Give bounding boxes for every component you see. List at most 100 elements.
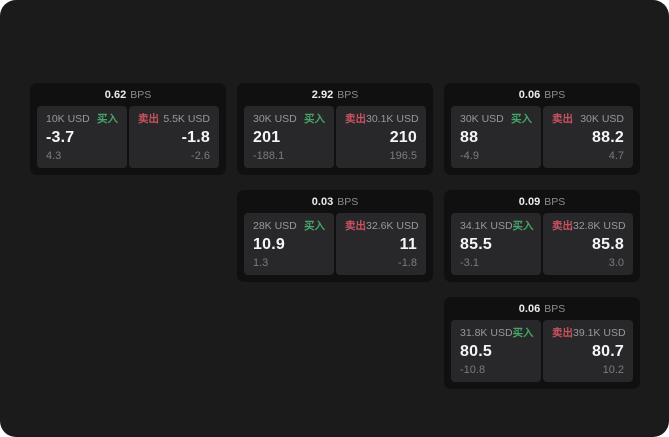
quote-card: 2.92 BPS 30K USD 买入 201 -188.1 卖出 30.1K … — [237, 83, 433, 175]
sell-panel-header: 卖出 30K USD — [552, 113, 624, 126]
buy-change: 1.3 — [253, 257, 269, 269]
buy-panel-header: 10K USD 买入 — [46, 113, 118, 126]
bps-unit: BPS — [544, 302, 566, 315]
sell-panel-header: 卖出 32.6K USD — [345, 220, 419, 233]
quote-card: 0.09 BPS 34.1K USD 买入 85.5 -3.1 卖出 32.8K… — [444, 190, 640, 282]
sell-label: 卖出 — [552, 113, 573, 125]
sell-panel[interactable]: 卖出 30K USD 88.2 4.7 — [543, 106, 633, 168]
quote-card: 0.06 BPS 30K USD 买入 88 -4.9 卖出 30K USD 8… — [444, 83, 640, 175]
quote-cards-grid: 0.62 BPS 10K USD 买入 -3.7 4.3 卖出 5.5K USD… — [30, 83, 640, 389]
buy-panel-header: 30K USD 买入 — [253, 113, 325, 126]
card-header: 0.06 BPS — [444, 83, 640, 106]
buy-change: -188.1 — [253, 150, 285, 162]
card-header: 0.03 BPS — [237, 190, 433, 213]
buy-price: 85.5 — [460, 236, 492, 253]
buy-price: -3.7 — [46, 129, 75, 146]
buy-price: 10.9 — [253, 236, 285, 253]
card-body: 10K USD 买入 -3.7 4.3 卖出 5.5K USD -1.8 -2.… — [30, 106, 226, 175]
buy-panel[interactable]: 34.1K USD 买入 85.5 -3.1 — [451, 213, 541, 275]
sell-amount: 30.1K USD — [366, 113, 419, 125]
sell-amount: 32.6K USD — [366, 220, 419, 232]
buy-amount: 30K USD — [460, 113, 504, 125]
sell-panel[interactable]: 卖出 32.8K USD 85.8 3.0 — [543, 213, 633, 275]
card-header: 0.09 BPS — [444, 190, 640, 213]
sell-label: 卖出 — [552, 220, 573, 232]
sell-change: -2.6 — [191, 150, 210, 162]
sell-change: 10.2 — [602, 364, 624, 376]
sell-amount: 5.5K USD — [163, 113, 210, 125]
sell-label: 卖出 — [552, 327, 573, 339]
buy-price: 201 — [253, 129, 281, 146]
buy-amount: 10K USD — [46, 113, 90, 125]
sell-panel-header: 卖出 39.1K USD — [552, 327, 626, 340]
buy-change: -3.1 — [460, 257, 479, 269]
card-body: 31.8K USD 买入 80.5 -10.8 卖出 39.1K USD 80.… — [444, 320, 640, 389]
buy-label: 买入 — [512, 327, 534, 339]
card-header: 0.06 BPS — [444, 297, 640, 320]
bps-value: 0.06 — [518, 88, 541, 101]
card-body: 28K USD 买入 10.9 1.3 卖出 32.6K USD 11 -1.8 — [237, 213, 433, 282]
buy-amount: 30K USD — [253, 113, 297, 125]
sell-panel[interactable]: 卖出 32.6K USD 11 -1.8 — [336, 213, 426, 275]
sell-panel[interactable]: 卖出 30.1K USD 210 196.5 — [336, 106, 426, 168]
buy-panel-header: 30K USD 买入 — [460, 113, 532, 126]
buy-label: 买入 — [97, 113, 118, 125]
bps-value: 0.06 — [518, 302, 541, 315]
bps-unit: BPS — [337, 88, 359, 101]
sell-panel-header: 卖出 32.8K USD — [552, 220, 626, 233]
sell-label: 卖出 — [345, 113, 366, 125]
sell-price: 80.7 — [592, 343, 624, 360]
buy-panel[interactable]: 30K USD 买入 88 -4.9 — [451, 106, 541, 168]
buy-panel[interactable]: 30K USD 买入 201 -188.1 — [244, 106, 334, 168]
sell-change: -1.8 — [398, 257, 417, 269]
sell-price: 85.8 — [592, 236, 624, 253]
buy-panel[interactable]: 31.8K USD 买入 80.5 -10.8 — [451, 320, 541, 382]
bps-unit: BPS — [130, 88, 152, 101]
buy-amount: 34.1K USD — [460, 220, 513, 232]
sell-change: 4.7 — [608, 150, 624, 162]
sell-price: 11 — [399, 236, 417, 253]
card-header: 2.92 BPS — [237, 83, 433, 106]
sell-change: 3.0 — [608, 257, 624, 269]
buy-panel[interactable]: 28K USD 买入 10.9 1.3 — [244, 213, 334, 275]
buy-change: 4.3 — [46, 150, 62, 162]
buy-price: 80.5 — [460, 343, 492, 360]
quote-card: 0.06 BPS 31.8K USD 买入 80.5 -10.8 卖出 39.1… — [444, 297, 640, 389]
buy-price: 88 — [460, 129, 479, 146]
sell-label: 卖出 — [345, 220, 366, 232]
sell-amount: 30K USD — [580, 113, 624, 125]
buy-change: -4.9 — [460, 150, 479, 162]
sell-amount: 39.1K USD — [573, 327, 626, 339]
sell-panel-header: 卖出 30.1K USD — [345, 113, 419, 126]
bps-value: 0.03 — [311, 195, 334, 208]
buy-label: 买入 — [512, 220, 534, 232]
buy-label: 买入 — [304, 220, 325, 232]
card-body: 34.1K USD 买入 85.5 -3.1 卖出 32.8K USD 85.8… — [444, 213, 640, 282]
buy-panel[interactable]: 10K USD 买入 -3.7 4.3 — [37, 106, 127, 168]
bps-unit: BPS — [337, 195, 359, 208]
sell-price: 210 — [389, 129, 417, 146]
buy-amount: 28K USD — [253, 220, 297, 232]
buy-amount: 31.8K USD — [460, 327, 513, 339]
bps-unit: BPS — [544, 195, 566, 208]
bps-value: 2.92 — [311, 88, 334, 101]
bps-unit: BPS — [544, 88, 566, 101]
sell-price: -1.8 — [181, 129, 210, 146]
buy-panel-header: 34.1K USD 买入 — [460, 220, 534, 233]
sell-panel[interactable]: 卖出 39.1K USD 80.7 10.2 — [543, 320, 633, 382]
sell-change: 196.5 — [389, 150, 417, 162]
card-body: 30K USD 买入 88 -4.9 卖出 30K USD 88.2 4.7 — [444, 106, 640, 175]
buy-panel-header: 31.8K USD 买入 — [460, 327, 534, 340]
buy-change: -10.8 — [460, 364, 486, 376]
bps-value: 0.62 — [104, 88, 127, 101]
sell-panel[interactable]: 卖出 5.5K USD -1.8 -2.6 — [129, 106, 219, 168]
buy-label: 买入 — [304, 113, 325, 125]
sell-label: 卖出 — [138, 113, 159, 125]
buy-panel-header: 28K USD 买入 — [253, 220, 325, 233]
card-header: 0.62 BPS — [30, 83, 226, 106]
sell-price: 88.2 — [592, 129, 624, 146]
quote-card: 0.03 BPS 28K USD 买入 10.9 1.3 卖出 32.6K US… — [237, 190, 433, 282]
bps-value: 0.09 — [518, 195, 541, 208]
card-body: 30K USD 买入 201 -188.1 卖出 30.1K USD 210 1… — [237, 106, 433, 175]
